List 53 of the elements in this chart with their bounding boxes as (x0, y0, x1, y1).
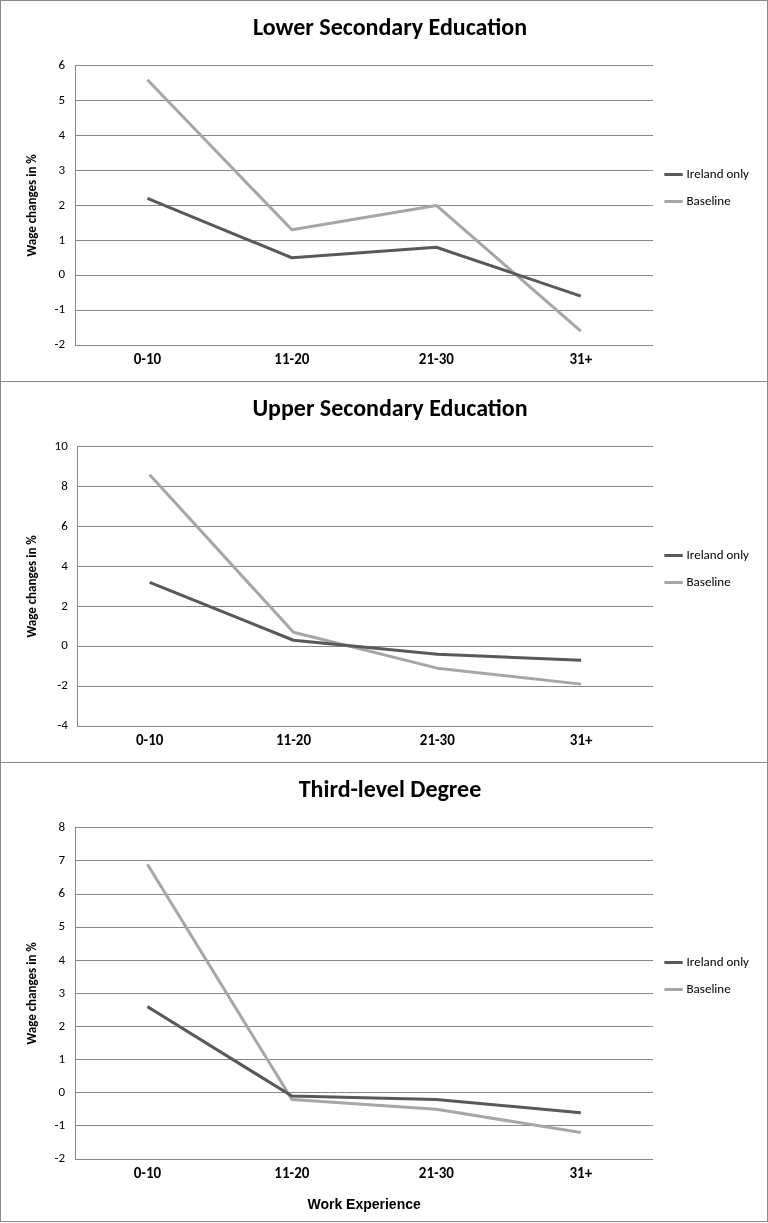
legend-label: Baseline (686, 980, 731, 996)
y-tick-label: 2 (58, 196, 66, 212)
chart-title: Third-level Degree (298, 774, 482, 804)
legend-label: Ireland only (686, 546, 750, 562)
y-axis-title: Wage changes in % (24, 941, 40, 1045)
chart-title: Lower Secondary Education (252, 12, 528, 42)
y-tick-label: 7 (58, 852, 66, 868)
x-tick-label: 0-10 (133, 1163, 162, 1182)
y-tick-label: 6 (58, 57, 66, 73)
y-tick-label: -1 (54, 1117, 66, 1133)
x-tick-label: 11-20 (274, 1163, 310, 1182)
x-tick-label: 21-30 (418, 349, 455, 368)
y-tick-label: 0 (58, 1084, 66, 1100)
y-tick-label: -2 (57, 677, 69, 693)
legend-label: Baseline (686, 192, 731, 208)
y-tick-label: 3 (58, 161, 66, 177)
x-tick-label: 21-30 (418, 1163, 455, 1182)
y-tick-label: 4 (58, 951, 66, 967)
legend-label: Ireland only (686, 165, 750, 181)
y-axis-title: Wage changes in % (24, 153, 40, 257)
x-axis-title: Work Experience (307, 1195, 421, 1212)
x-tick-label: 21-30 (419, 730, 456, 749)
legend-label: Ireland only (686, 953, 750, 969)
y-tick-label: -2 (54, 336, 66, 352)
y-tick-label: 8 (58, 819, 66, 835)
y-tick-label: 8 (61, 477, 69, 493)
y-tick-label: 2 (61, 597, 69, 613)
y-tick-label: 10 (54, 438, 69, 454)
y-tick-label: 2 (58, 1017, 66, 1033)
x-tick-label: 31+ (569, 730, 593, 749)
y-tick-label: 6 (61, 517, 69, 533)
x-tick-label: 11-20 (274, 349, 310, 368)
chart-title: Upper Secondary Education (252, 393, 528, 423)
x-tick-label: 11-20 (275, 730, 312, 749)
y-tick-label: 6 (58, 885, 66, 901)
y-axis-title: Wage changes in % (24, 534, 40, 638)
x-tick-label: 0-10 (135, 730, 164, 749)
y-tick-label: 3 (58, 984, 66, 1000)
y-tick-label: -2 (54, 1150, 66, 1166)
y-tick-label: 4 (61, 557, 69, 573)
x-tick-label: 31+ (569, 1163, 593, 1182)
y-tick-label: 5 (58, 91, 66, 107)
x-tick-label: 0-10 (133, 349, 162, 368)
y-tick-label: 0 (61, 637, 69, 653)
legend-label: Baseline (686, 573, 731, 589)
y-tick-label: 4 (58, 126, 66, 142)
y-tick-label: 1 (58, 231, 66, 247)
y-tick-label: 0 (58, 266, 66, 282)
y-tick-label: -4 (57, 717, 69, 733)
y-tick-label: 1 (58, 1050, 66, 1066)
y-tick-label: 5 (58, 918, 66, 934)
x-tick-label: 31+ (569, 349, 593, 368)
y-tick-label: -1 (54, 301, 66, 317)
